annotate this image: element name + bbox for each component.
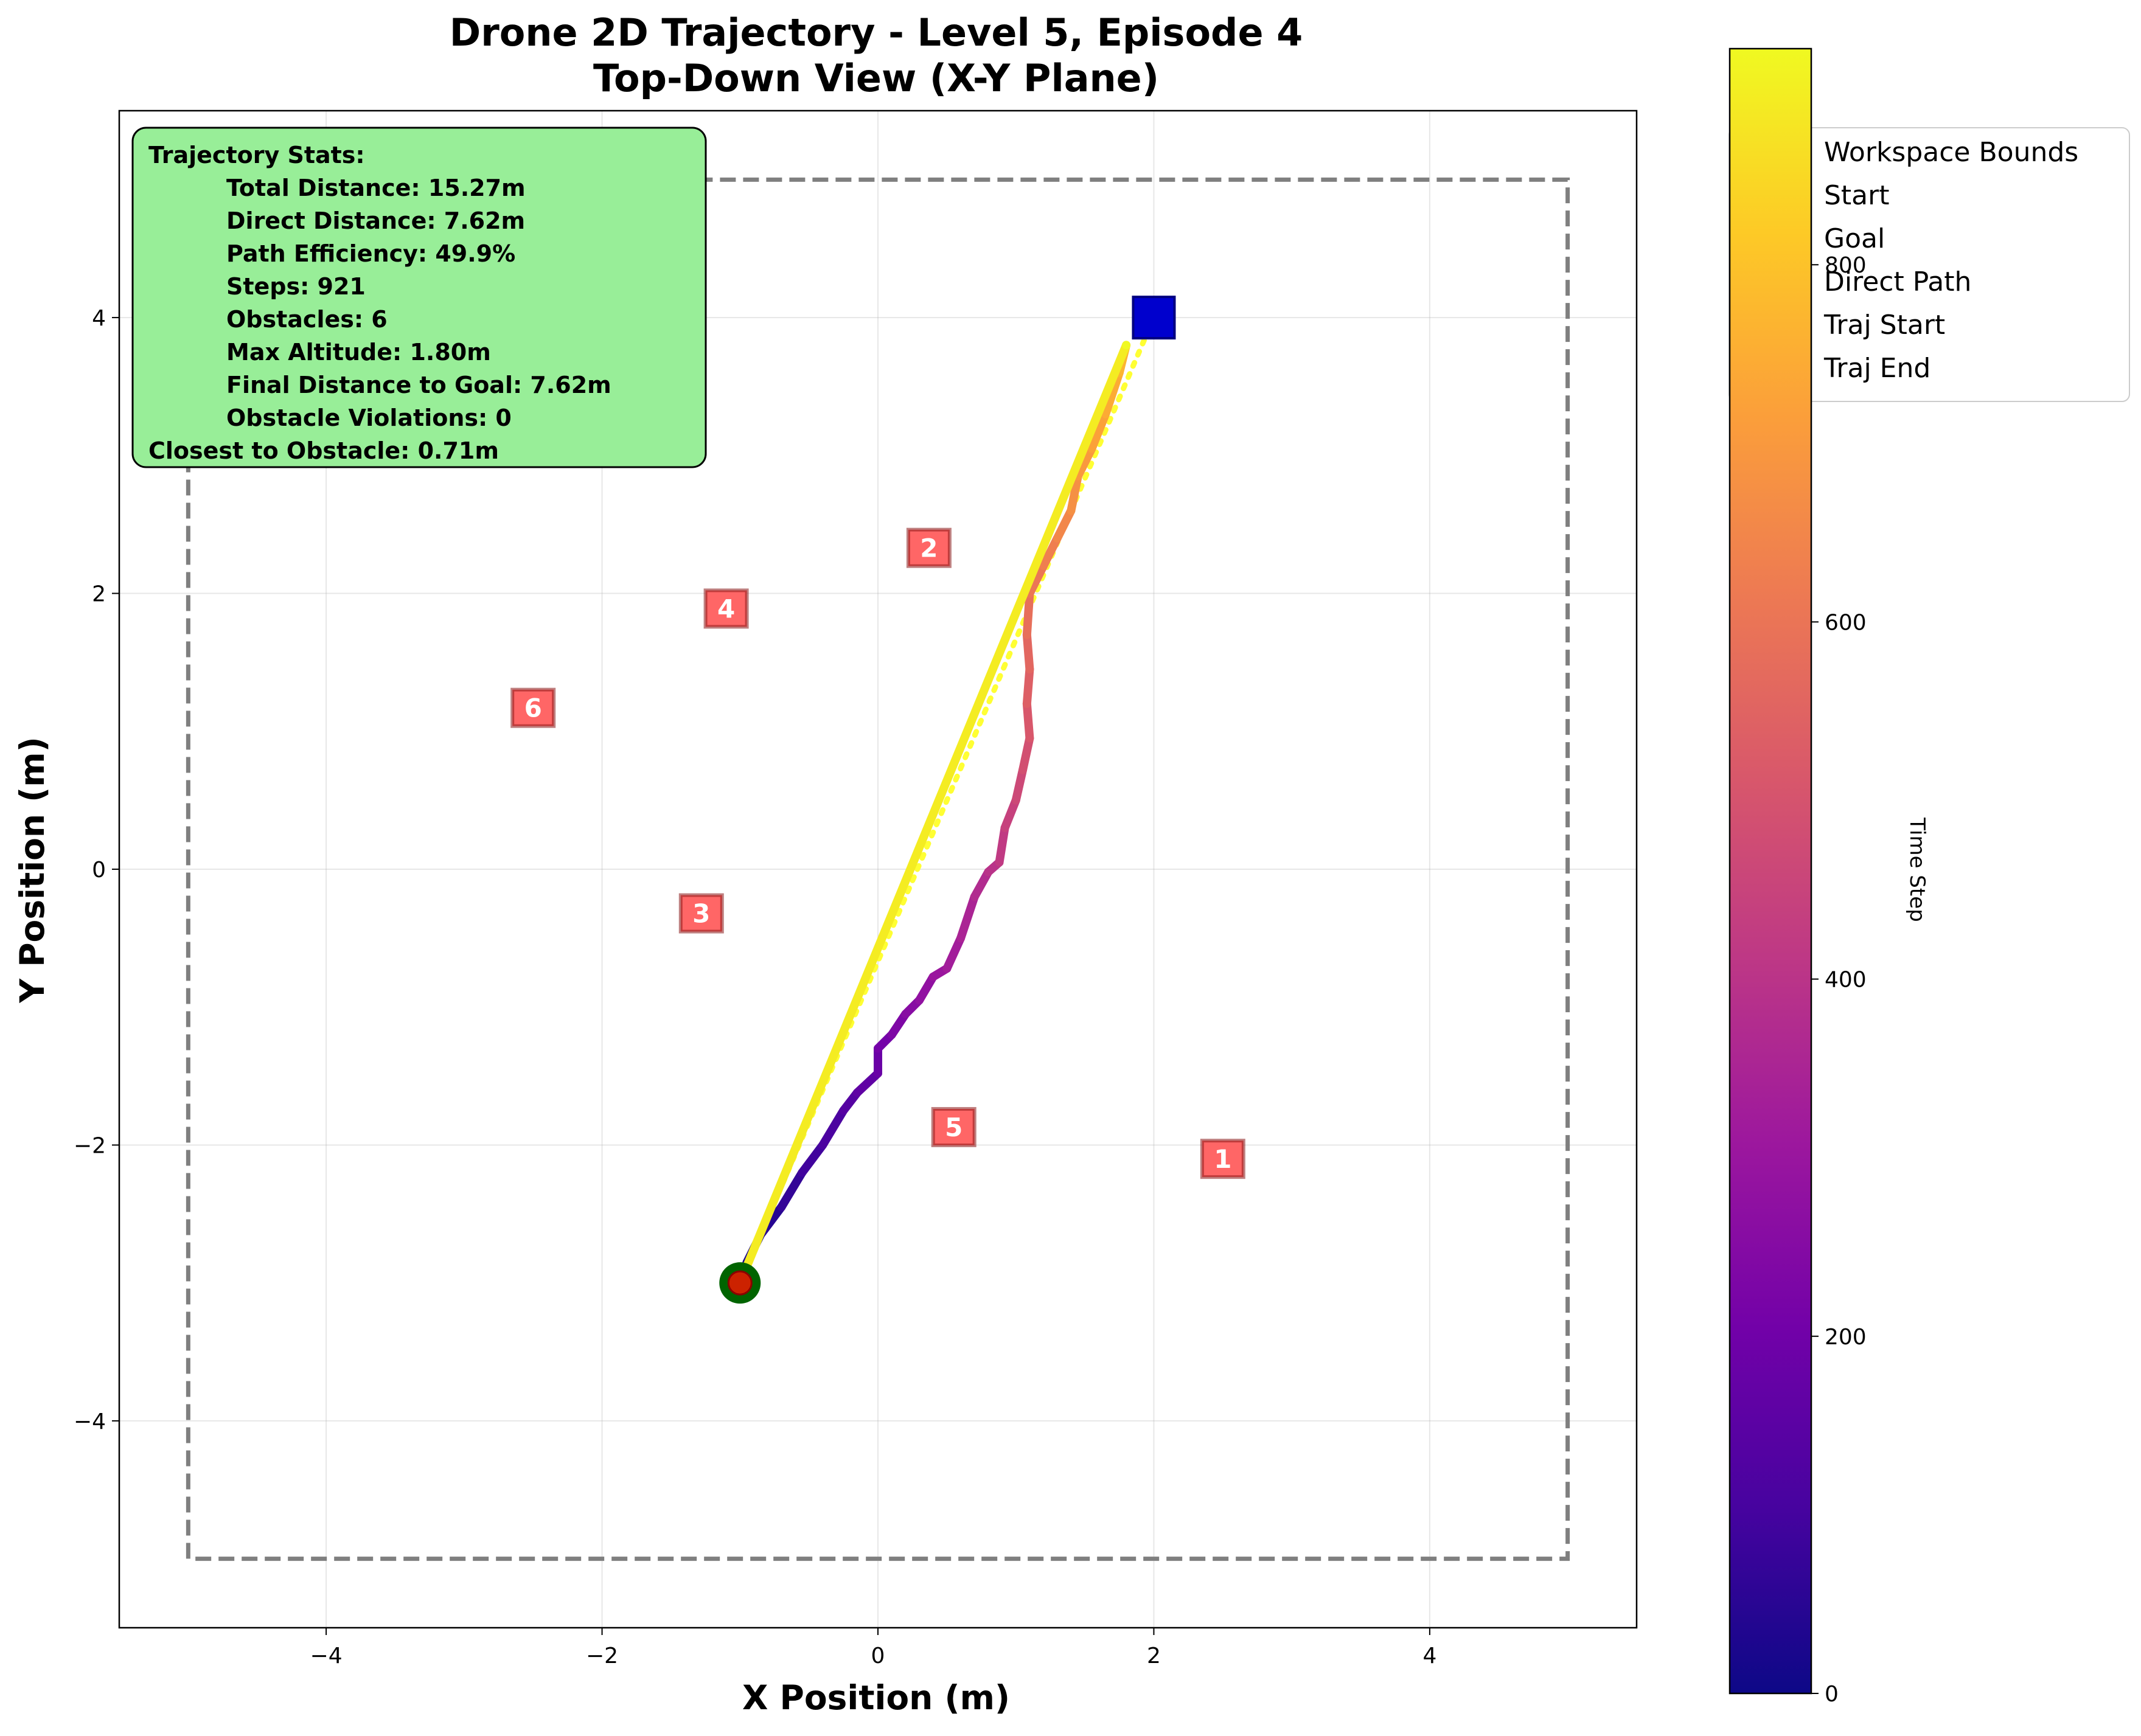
x-tick-label: −2: [586, 1644, 618, 1668]
colorbar-gradient: [1728, 47, 1812, 1695]
stats-line: Steps: 921: [226, 273, 366, 300]
y-axis-label: Y Position (m): [13, 737, 52, 1003]
chart-title-line2: Top-Down View (X-Y Plane): [593, 56, 1159, 100]
stats-line: Path Efficiency: 49.9%: [226, 240, 515, 267]
stats-box: Trajectory Stats: Total Distance: 15.27m D…: [131, 127, 707, 468]
trajectory-segment: [1011, 765, 1028, 805]
stats-line: Total Distance: 15.27m: [226, 175, 526, 201]
stats-line: Obstacles: 6: [226, 306, 388, 333]
y-tick-label: −4: [74, 1409, 106, 1434]
legend-entry: Workspace Bounds: [1824, 137, 2078, 168]
obstacle-label: 2: [920, 533, 938, 563]
goal-marker: [1132, 296, 1176, 340]
traj-end-marker: [1122, 341, 1131, 350]
trajectory-segment: [915, 972, 938, 1005]
trajectory-segment: [970, 867, 993, 901]
legend-entry: Direct Path: [1824, 266, 1971, 297]
y-tick-label: 2: [92, 582, 106, 607]
obstacle-label: 1: [1214, 1144, 1231, 1174]
y-tick-label: 4: [92, 306, 106, 331]
trajectory-segment: [1018, 734, 1034, 774]
trajectory-segment: [1025, 561, 1048, 598]
obstacle-label: 4: [717, 594, 735, 623]
legend-entry: Traj End: [1823, 353, 1930, 384]
colorbar-tick-label: 600: [1825, 610, 1867, 635]
obstacle-1: 1: [1200, 1139, 1245, 1179]
trajectory-segment: [995, 823, 1009, 867]
obstacle-3: 3: [678, 893, 724, 934]
colorbar: 0 200 400 600 800: [1728, 47, 1867, 1707]
trajectory-segment: [1067, 471, 1082, 515]
stats-line: Max Altitude: 1.80m: [226, 339, 491, 366]
chart-title-line1: Drone 2D Trajectory - Level 5, Episode 4: [450, 10, 1303, 55]
legend-entry: Traj Start: [1823, 310, 1945, 341]
obstacle-4: 4: [703, 588, 749, 629]
trajectory-segment: [1039, 533, 1062, 571]
trajectory-segment: [798, 1141, 827, 1177]
plot-area: −4 −2 0 2 4 −4 −2 0 2 4 1 2 3 4 5 6: [74, 109, 1638, 1668]
obstacle-box: [678, 893, 724, 934]
colorbar-tick-label: 0: [1825, 1682, 1839, 1707]
x-axis-label: X Position (m): [742, 1678, 1010, 1717]
colorbar-tick-label: 800: [1825, 253, 1867, 278]
legend-entry: Start: [1824, 180, 1890, 211]
x-tick-label: 2: [1147, 1644, 1161, 1668]
obstacle-box: [1200, 1139, 1245, 1179]
obstacle-box: [906, 527, 952, 568]
traj-start-marker: [727, 1270, 753, 1296]
x-tick-label: −4: [310, 1644, 343, 1668]
x-tick-label: 0: [871, 1644, 885, 1668]
obstacle-6: 6: [510, 687, 556, 728]
obstacle-label: 6: [524, 693, 542, 723]
stats-line: Obstacle Violations: 0: [226, 404, 512, 431]
trajectory-segment: [1022, 665, 1034, 708]
trajectory-return-segment: [736, 341, 1131, 1288]
stats-title: Trajectory Stats:: [148, 142, 365, 168]
stats-box-bg: [131, 127, 707, 468]
trajectory-segment: [1022, 630, 1034, 674]
trajectory-segment: [956, 892, 979, 943]
x-tick-label: 4: [1422, 1644, 1436, 1668]
trajectory-segment: [1053, 506, 1076, 543]
colorbar-label: Time Step: [1905, 817, 1929, 922]
legend-entry: Goal: [1824, 223, 1885, 254]
obstacle-2: 2: [906, 527, 952, 568]
trajectory-segment: [1000, 796, 1020, 832]
stats-line: Final Distance to Goal: 7.62m: [226, 372, 611, 398]
obstacle-box: [510, 687, 556, 728]
trajectory-segment: [852, 1069, 882, 1097]
trajectory-segment: [1087, 409, 1110, 453]
stats-line: Direct Distance: 7.62m: [226, 207, 525, 234]
y-tick-label: 0: [92, 858, 106, 883]
colorbar-tick-label: 400: [1825, 968, 1867, 993]
obstacle-box: [703, 588, 749, 629]
trajectory-segment: [1022, 699, 1034, 743]
trajectory-segment: [1022, 589, 1034, 639]
trajectory-segment: [818, 1106, 848, 1150]
obstacle-box: [931, 1106, 977, 1147]
workspace-bounds: [186, 177, 1570, 1561]
obstacle-5: 5: [931, 1106, 977, 1147]
trajectory-segment: [777, 1168, 807, 1212]
colorbar-tick-label: 200: [1825, 1325, 1867, 1350]
trajectory-segment: [1101, 368, 1124, 418]
plot-frame: [118, 109, 1638, 1629]
trajectory-segment: [942, 934, 966, 973]
stats-last-line: Closest to Obstacle: 0.71m: [148, 437, 499, 464]
trajectory-segment: [1073, 444, 1096, 481]
y-tick-label: −2: [74, 1133, 106, 1158]
obstacle-label: 5: [945, 1113, 963, 1142]
obstacle-label: 3: [692, 899, 710, 929]
legend: Workspace Bounds Start Goal Direct Path Traj…: [1728, 127, 2130, 402]
